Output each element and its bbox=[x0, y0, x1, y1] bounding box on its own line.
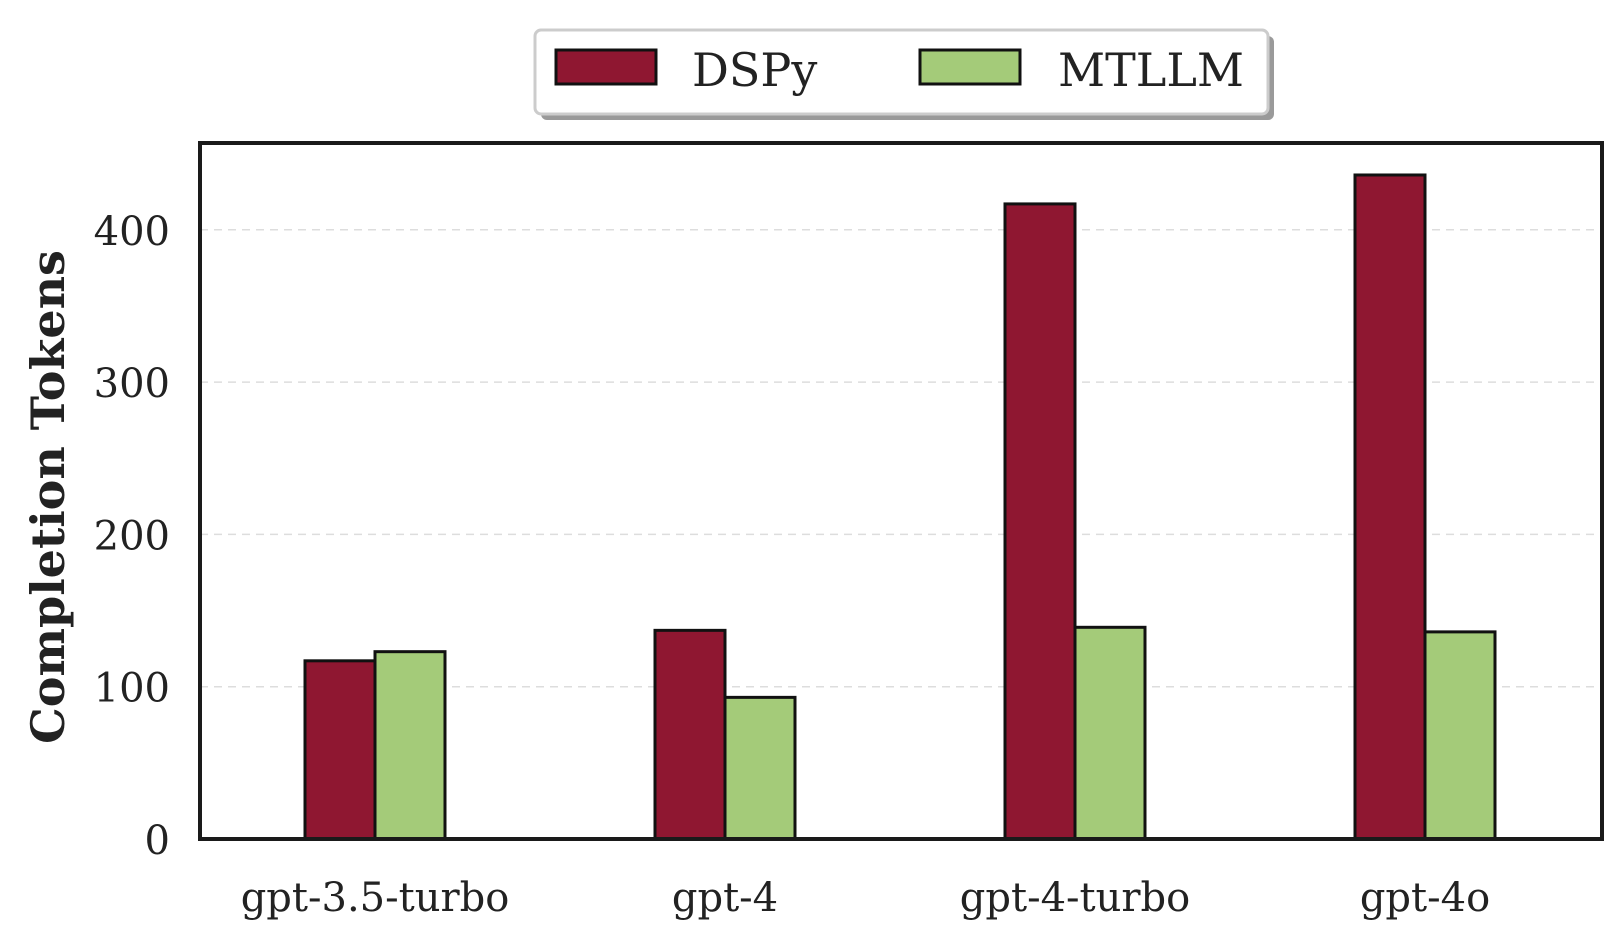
y-tick-labels: 0 100 200 300 400 bbox=[94, 209, 170, 864]
plot-frame bbox=[198, 141, 1604, 841]
x-tick-label: gpt-3.5-turbo bbox=[241, 875, 510, 921]
legend-label-mtllm: MTLLM bbox=[1058, 43, 1244, 97]
y-tick-label: 100 bbox=[94, 666, 170, 712]
y-tick-label: 300 bbox=[94, 361, 170, 407]
legend: DSPy MTLLM bbox=[533, 28, 1274, 120]
x-tick-label: gpt-4 bbox=[672, 875, 778, 921]
legend-swatch-mtllm bbox=[918, 48, 1022, 86]
bar-dspy-gpt-4o bbox=[1353, 173, 1427, 841]
bar-mtllm-gpt-4-turbo bbox=[1073, 625, 1147, 841]
x-tick-labels: gpt-3.5-turbo gpt-4 gpt-4-turbo gpt-4o bbox=[241, 875, 1490, 921]
legend-box bbox=[533, 28, 1270, 116]
y-tick-label: 200 bbox=[94, 513, 170, 559]
y-axis-label: Completion Tokens bbox=[21, 250, 75, 744]
y-tick-label: 0 bbox=[145, 818, 170, 864]
x-tick-label: gpt-4-turbo bbox=[960, 875, 1190, 921]
bar-dspy-gpt-4-turbo bbox=[1003, 202, 1077, 841]
y-tick-label: 400 bbox=[94, 209, 170, 255]
bar-dspy-gpt-3.5-turbo bbox=[303, 659, 377, 841]
bars bbox=[303, 173, 1497, 841]
legend-swatch-dspy bbox=[554, 48, 658, 86]
x-tick-label: gpt-4o bbox=[1360, 875, 1490, 921]
legend-label-dspy: DSPy bbox=[692, 43, 817, 97]
bar-mtllm-gpt-3.5-turbo bbox=[373, 650, 447, 841]
bar-mtllm-gpt-4 bbox=[723, 695, 797, 841]
bar-dspy-gpt-4 bbox=[653, 628, 727, 841]
bar-mtllm-gpt-4o bbox=[1423, 630, 1497, 841]
